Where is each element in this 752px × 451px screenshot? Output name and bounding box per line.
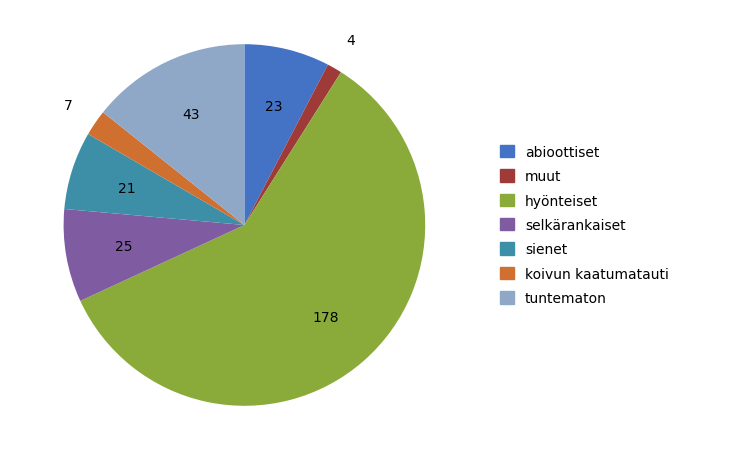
Wedge shape [244, 45, 328, 226]
Text: 4: 4 [347, 34, 355, 48]
Wedge shape [65, 135, 244, 226]
Wedge shape [88, 113, 244, 226]
Wedge shape [103, 45, 244, 226]
Text: 178: 178 [312, 311, 338, 325]
Wedge shape [244, 65, 341, 226]
Text: 23: 23 [265, 99, 283, 113]
Text: 43: 43 [182, 108, 200, 122]
Text: 25: 25 [114, 239, 132, 253]
Text: 7: 7 [64, 98, 73, 112]
Text: 21: 21 [118, 181, 136, 195]
Wedge shape [80, 73, 425, 406]
Wedge shape [64, 210, 244, 301]
Legend: abioottiset, muut, hyönteiset, selkärankaiset, sienet, koivun kaatumatauti, tunt: abioottiset, muut, hyönteiset, selkärank… [500, 145, 669, 306]
